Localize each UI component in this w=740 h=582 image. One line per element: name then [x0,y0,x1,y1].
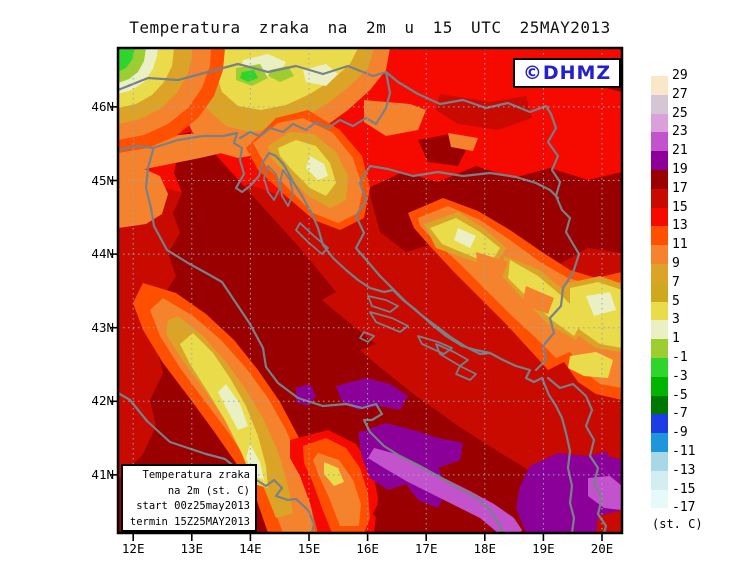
colorbar-segment [651,395,668,415]
colorbar-segment [651,320,668,340]
page-title: Temperatura zraka na 2m u 15 UTC 25MAY20… [129,18,611,37]
lat-label-45N: 45N [91,172,114,188]
colorbar-segment [651,452,668,471]
info-line-3: start 00z25may2013 [136,500,250,512]
colorbar-segment [651,489,668,509]
island-outlines [263,165,477,381]
colorbar-label--15: -15 [672,481,696,497]
lon-label-18E: 18E [473,541,497,556]
colorbar-label-11: 11 [672,237,688,253]
colorbar-label-27: 27 [672,86,688,102]
lon-label-15E: 15E [297,541,321,556]
dhmz-watermark-text: ©DHMZ [522,62,612,84]
colorbar-unit-label: (st. C) [652,517,703,531]
colorbar-segment [651,264,668,283]
colorbar-label--13: -13 [672,462,696,478]
temperature-field [118,48,622,533]
colorbar-label--7: -7 [672,406,688,422]
colorbar-label--1: -1 [672,350,688,365]
colorbar-segment [651,282,668,302]
info-line-1: Temperatura zraka [142,469,250,481]
colorbar-segment [651,188,668,208]
colorbar-label-19: 19 [672,162,688,177]
colorbar-label--17: -17 [672,500,696,516]
colorbar-label--5: -5 [672,387,688,403]
colorbar-label-15: 15 [672,199,688,215]
colorbar-segment [651,339,668,358]
axis-ticks [110,106,603,541]
colorbar-segment [651,207,668,227]
colorbar-label--9: -9 [672,425,688,441]
colorbar-label--11: -11 [672,444,696,459]
colorbar-segment [651,414,668,434]
lat-label-42N: 42N [91,393,114,409]
colorbar-label-29: 29 [672,68,688,83]
colorbar-label-7: 7 [672,274,680,290]
montenegro-albania-border [546,376,608,533]
colorbar-segment [651,76,668,95]
sava-border [368,164,560,200]
colorbar-segment [651,245,668,264]
info-line-4: termin 15Z25MAY2013 [129,515,250,528]
colorbar-segment [651,433,668,452]
north-and-east-borders [118,62,581,372]
colorbar-segment [651,226,668,246]
colorbar-segment [651,301,668,321]
croatia-bosnia-border [354,164,492,356]
lon-label-20E: 20E [590,541,614,556]
colorbar-label-3: 3 [672,312,680,328]
info-box: Temperatura zraka na 2m (st. C) start 00… [121,464,257,532]
colorbar-label--3: -3 [672,368,688,384]
lat-label-43N: 43N [91,319,114,335]
adriatic-coastline [118,131,576,533]
tyrrhenian-coast [118,391,316,533]
lat-label-46N: 46N [91,98,114,114]
colorbar-segment [651,113,668,133]
colorbar-label-23: 23 [672,124,688,140]
info-line-2: na 2m (st. C) [167,484,250,497]
lon-label-16E: 16E [356,541,379,556]
colorbar-segment [651,170,668,189]
colorbar-segment [651,151,668,170]
colorbar-label-9: 9 [672,256,680,271]
graticule [118,48,622,533]
lon-label-17E: 17E [414,541,438,556]
slovenia-croatia-border [238,70,392,140]
lon-label-14E: 14E [239,541,262,556]
dhmz-watermark-box: ©DHMZ [513,58,621,88]
colorbar-label-17: 17 [672,180,688,196]
colorbar-segment [651,94,668,114]
colorbar-label-5: 5 [672,293,680,309]
colorbar-label-25: 25 [672,105,688,121]
map-frame [116,46,624,535]
lat-label-44N: 44N [91,246,114,262]
lat-label-41N: 41N [91,466,114,482]
colorbar-segment [651,376,668,396]
colorbar-segment [651,132,668,152]
colorbar-label-13: 13 [672,218,688,234]
lon-label-19E: 19E [532,541,555,556]
colorbar-label-1: 1 [672,331,680,347]
colorbar-label-21: 21 [672,143,688,159]
colorbar-segment [651,470,668,490]
lon-label-12E: 12E [121,541,145,556]
colorbar-segment [651,358,668,377]
lon-label-13E: 13E [180,541,204,556]
